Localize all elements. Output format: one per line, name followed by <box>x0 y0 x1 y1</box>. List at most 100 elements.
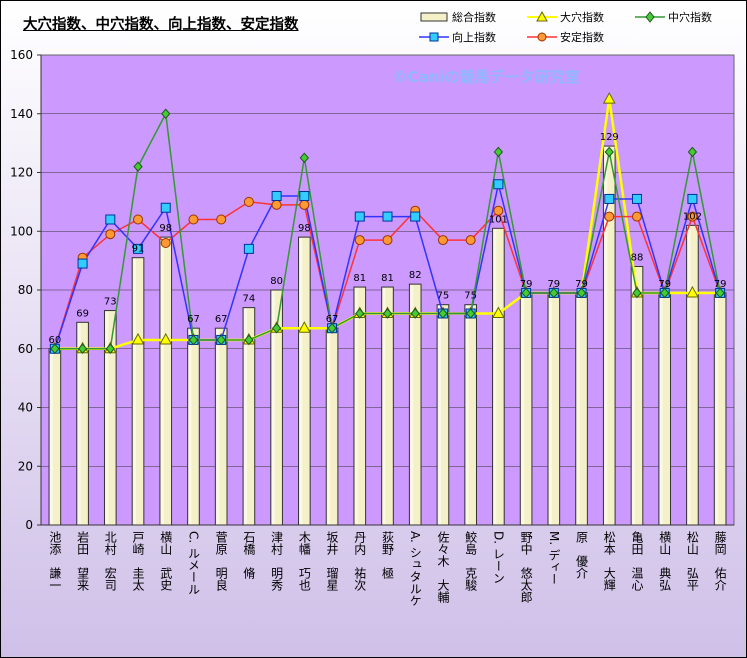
point-marker <box>549 287 559 299</box>
point-marker <box>188 214 199 225</box>
x-tick-label: 戸崎 圭太 <box>131 531 145 591</box>
point-marker <box>631 193 642 204</box>
point-marker <box>493 179 504 190</box>
point-marker <box>492 306 505 318</box>
x-tick-label: 坂井 瑠星 <box>325 531 339 591</box>
bar-highlight <box>271 291 275 524</box>
point-marker <box>299 191 310 201</box>
point-marker <box>410 308 420 319</box>
bar-data-label: 79 <box>658 279 671 290</box>
x-tick-label: 佐々木 大輔 <box>436 531 450 604</box>
bar-data-label: 69 <box>76 308 89 319</box>
point-marker <box>216 214 227 225</box>
bar-data-label: 80 <box>270 276 283 287</box>
x-tick-label: 津村 明秀 <box>270 531 284 591</box>
bar <box>103 310 117 526</box>
x-tick-label: C. ルメール <box>186 531 200 595</box>
point-marker <box>50 343 60 355</box>
point-marker <box>631 211 642 222</box>
bar-highlight <box>188 329 192 524</box>
bar-data-label: 101 <box>489 214 508 225</box>
legend-label-chuuana: 中穴指数 <box>668 11 712 24</box>
bar-data-label: 79 <box>520 279 533 290</box>
point-marker <box>493 146 504 158</box>
bar-data-label: 75 <box>464 291 477 302</box>
bar-data-label: 67 <box>326 314 339 325</box>
point-marker <box>632 287 642 299</box>
watermark-text: ©Caniの競馬データ研究室 <box>393 68 580 86</box>
point-marker <box>216 334 226 346</box>
bar <box>381 286 394 526</box>
point-marker <box>687 211 698 222</box>
bar-data-label: 75 <box>437 291 450 302</box>
point-marker <box>604 211 615 222</box>
point-marker <box>382 235 393 246</box>
x-tick-label: 池添 謙一 <box>48 531 62 591</box>
point-marker <box>160 202 171 213</box>
point-marker <box>271 322 282 334</box>
circle-marker-icon <box>527 32 557 42</box>
bar <box>408 283 422 526</box>
x-tick-label: 丹内 祐次 <box>353 531 367 592</box>
x-tick-label: 藤岡 佑介 <box>713 531 727 591</box>
point-marker <box>437 235 448 246</box>
point-marker <box>299 152 310 164</box>
point-marker <box>77 258 88 269</box>
bar-data-label: 81 <box>353 273 366 284</box>
point-marker <box>465 308 476 319</box>
bar-highlight <box>354 288 358 524</box>
bar-highlight <box>133 258 137 524</box>
y-tick-label: 40 <box>18 401 33 415</box>
x-tick-label: 横山 武史 <box>159 531 173 591</box>
point-marker <box>410 211 421 222</box>
legend: 総合指数 大穴指数 中穴指数 向上指数 安定指数 <box>419 7 741 45</box>
x-tick-label: 松山 弘平 <box>685 531 699 591</box>
bar <box>464 304 477 526</box>
x-tick-label: 松本 大輝 <box>602 531 616 591</box>
y-tick-label: 80 <box>18 283 33 297</box>
bar-data-label: 98 <box>159 223 172 234</box>
x-tick-label: M. ディー <box>547 531 561 585</box>
point-marker <box>602 92 616 104</box>
point-marker <box>131 332 145 345</box>
x-tick-label: 横山 典弘 <box>658 531 672 591</box>
triangle-marker-icon <box>527 11 557 22</box>
x-tick-label: 菅原 明良 <box>214 531 228 592</box>
bar <box>630 266 644 526</box>
bar-highlight <box>465 305 469 524</box>
bar-highlight <box>299 238 303 524</box>
point-marker <box>133 214 144 225</box>
x-tick-label: 野中 悠太郎 <box>519 531 533 603</box>
bar-highlight <box>604 147 608 524</box>
point-marker <box>687 193 698 204</box>
bar <box>187 327 200 526</box>
point-marker <box>243 196 254 207</box>
point-marker <box>382 308 393 319</box>
point-marker <box>327 322 337 334</box>
point-marker <box>660 287 670 299</box>
chart-title: 大穴指数、中穴指数、向上指数、安定指数 <box>23 17 299 33</box>
point-marker <box>77 343 88 355</box>
x-tick-label: A. シュタルケ <box>408 531 422 607</box>
bar-data-label: 79 <box>547 279 560 290</box>
x-tick-label: 荻野 極 <box>381 531 395 579</box>
bar <box>131 257 145 526</box>
point-marker <box>382 211 393 222</box>
point-marker <box>105 229 116 240</box>
legend-label-daiana: 大穴指数 <box>560 11 604 24</box>
legend-item-total: 総合指数 <box>419 9 496 25</box>
bar-data-label: 81 <box>381 273 394 284</box>
bar <box>159 236 173 526</box>
bar-highlight <box>493 229 497 524</box>
bar <box>492 227 505 526</box>
x-tick-label: 岩田 望来 <box>76 530 90 591</box>
point-marker <box>576 287 587 299</box>
point-marker <box>271 199 282 210</box>
point-marker <box>133 243 144 254</box>
bar-highlight <box>548 293 552 524</box>
legend-item-koujou: 向上指数 <box>419 29 496 45</box>
point-marker <box>465 235 476 246</box>
bar-highlight <box>77 323 81 524</box>
bar-data-label: 98 <box>298 223 311 234</box>
